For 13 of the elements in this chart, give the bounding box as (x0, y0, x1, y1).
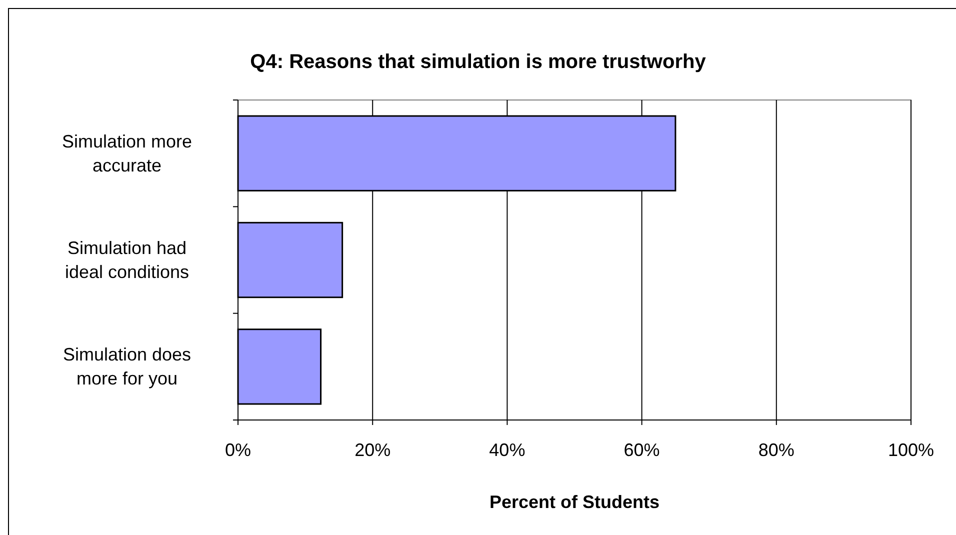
x-tick-label: 60% (624, 440, 660, 460)
x-tick-label: 80% (758, 440, 794, 460)
bar (237, 222, 344, 298)
y-tick-label: Simulation does more for you (62, 344, 192, 389)
y-tick-label: Simulation had ideal conditions (64, 238, 190, 282)
chart-title: Q4: Reasons that simulation is more trustworhy (250, 51, 707, 73)
x-tick-label: 20% (354, 440, 391, 460)
y-tick-label: Simulation more accurate (62, 131, 192, 176)
x-axis-title: Percent of Students (489, 492, 660, 512)
bar (237, 328, 322, 405)
x-tick-label: 40% (489, 440, 526, 460)
x-tick-label: 0% (224, 440, 252, 460)
x-tick-label: 100% (888, 440, 934, 460)
